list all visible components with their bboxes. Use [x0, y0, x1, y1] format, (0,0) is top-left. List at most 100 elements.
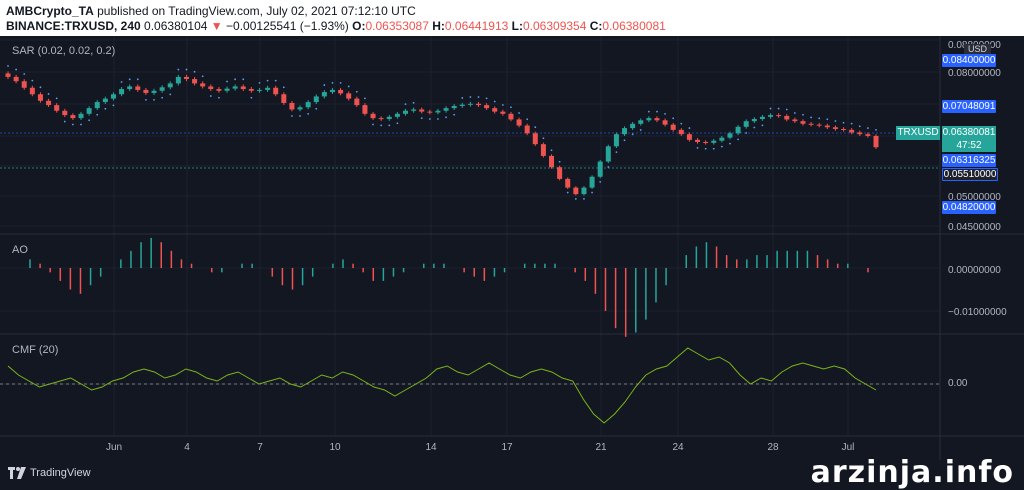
candlestick-series[interactable]	[5, 71, 879, 196]
candle-body	[800, 121, 806, 124]
time-label-17: 17	[501, 442, 513, 453]
sar-dot	[453, 113, 456, 116]
sar-dot	[785, 108, 788, 111]
sar-dot	[104, 107, 107, 110]
candle-body	[208, 86, 214, 90]
sar-dot	[696, 147, 699, 149]
candle-body	[516, 119, 522, 126]
candle-body	[857, 132, 863, 135]
sar-dot	[428, 118, 431, 120]
symbol-line: BINANCE:TRXUSD, 240 0.06380104 ▼ −0.0012…	[6, 19, 666, 33]
down-arrow-icon: ▼	[210, 19, 223, 33]
author-name[interactable]: AMBCrypto_TA	[6, 4, 94, 18]
candle-body	[670, 124, 676, 130]
candle-body	[70, 115, 76, 119]
ao-tick-1: 0.00000000	[948, 265, 1001, 276]
candle-body	[695, 139, 701, 143]
candle-body	[459, 104, 465, 106]
price-tick-2: 0.08000000	[948, 68, 1001, 79]
sar-dot	[737, 138, 739, 141]
sar-dot	[826, 118, 829, 121]
high-value: 0.06441913	[444, 19, 509, 33]
currency-label[interactable]: USD	[964, 44, 992, 55]
candle-body	[581, 187, 587, 195]
last-price-tag: 0.06380081 47:52	[942, 126, 996, 152]
candle-body	[686, 134, 692, 140]
candle-body	[370, 113, 376, 119]
ao-indicator-title[interactable]: AO	[12, 244, 28, 256]
tradingview-logo[interactable]: TradingView	[8, 467, 91, 479]
sar-dot	[712, 147, 715, 150]
sar-dot	[282, 86, 285, 89]
ao-histogram[interactable]	[29, 237, 869, 337]
candle-body	[500, 111, 506, 114]
sar-dot	[501, 104, 504, 106]
candle-body	[46, 100, 52, 106]
candle-body	[832, 127, 838, 129]
sar-dot	[493, 100, 496, 103]
time-label-7: 7	[257, 442, 263, 453]
candle-body	[273, 87, 279, 95]
candle-body	[127, 86, 133, 90]
sar-indicator-title[interactable]: SAR (0.02, 0.02, 0.2)	[12, 45, 116, 57]
candle-body	[873, 135, 879, 148]
candle-body	[5, 73, 11, 77]
sar-dot	[639, 129, 642, 131]
candle-body	[21, 81, 27, 88]
sar-dot	[128, 78, 131, 81]
time-axis[interactable]: Jun 4 7 10 14 17 21 24 28 Jul	[106, 442, 854, 453]
candle-body	[865, 134, 871, 136]
candle-body	[265, 87, 271, 90]
candle-body	[175, 76, 181, 84]
sar-dot	[647, 110, 650, 113]
time-label-14: 14	[425, 442, 437, 453]
sar-dot	[875, 128, 877, 131]
symbol-name[interactable]: BINANCE:TRXUSD, 240	[6, 19, 141, 33]
candle-body	[759, 116, 765, 120]
candle-body	[346, 93, 352, 99]
candle-body	[419, 109, 425, 112]
candle-body	[727, 133, 733, 138]
candle-body	[638, 120, 644, 124]
candle-body	[159, 87, 165, 91]
candle-body	[719, 137, 725, 141]
sar-dot	[258, 81, 261, 84]
candle-body	[824, 125, 830, 128]
sar-dot	[664, 112, 666, 115]
candle-body	[305, 102, 311, 108]
publish-line: AMBCrypto_TA published on TradingView.co…	[6, 4, 416, 18]
candle-body	[816, 124, 822, 126]
candle-body	[508, 113, 514, 120]
sar-series[interactable]	[7, 65, 877, 200]
candle-body	[321, 92, 327, 97]
sar-dot	[761, 124, 764, 127]
sar-dot	[80, 123, 82, 126]
sar-dot	[688, 127, 691, 129]
candle-body	[289, 102, 295, 110]
sar-dot	[388, 124, 391, 127]
price-change: −0.00125541 (−1.93%)	[226, 19, 349, 33]
sar-dot	[866, 127, 869, 129]
sar-dot	[291, 115, 293, 117]
candle-body	[792, 119, 798, 122]
price-tag-4: 0.05510000	[942, 168, 998, 181]
tradingview-logo-icon	[8, 467, 26, 479]
candle-body	[597, 161, 603, 177]
candle-body	[102, 98, 108, 103]
candle-body	[540, 144, 546, 156]
high-label: H:	[432, 19, 445, 33]
cmf-line[interactable]	[7, 347, 877, 424]
chart-canvas[interactable]: 0.08800000 0.08000000 0.05000000 0.04500…	[0, 36, 1024, 460]
sar-dot	[720, 145, 723, 148]
sar-dot	[161, 96, 164, 99]
candle-body	[565, 178, 571, 188]
cmf-indicator-title[interactable]: CMF (20)	[12, 344, 59, 356]
candle-body	[841, 128, 847, 130]
sar-dot	[518, 112, 520, 114]
grid-lines	[0, 36, 940, 436]
sar-dot	[136, 78, 139, 81]
chart-header: AMBCrypto_TA published on TradingView.co…	[0, 0, 1024, 36]
candle-body	[573, 187, 579, 195]
cmf-tick-1: 0.00	[948, 378, 968, 389]
